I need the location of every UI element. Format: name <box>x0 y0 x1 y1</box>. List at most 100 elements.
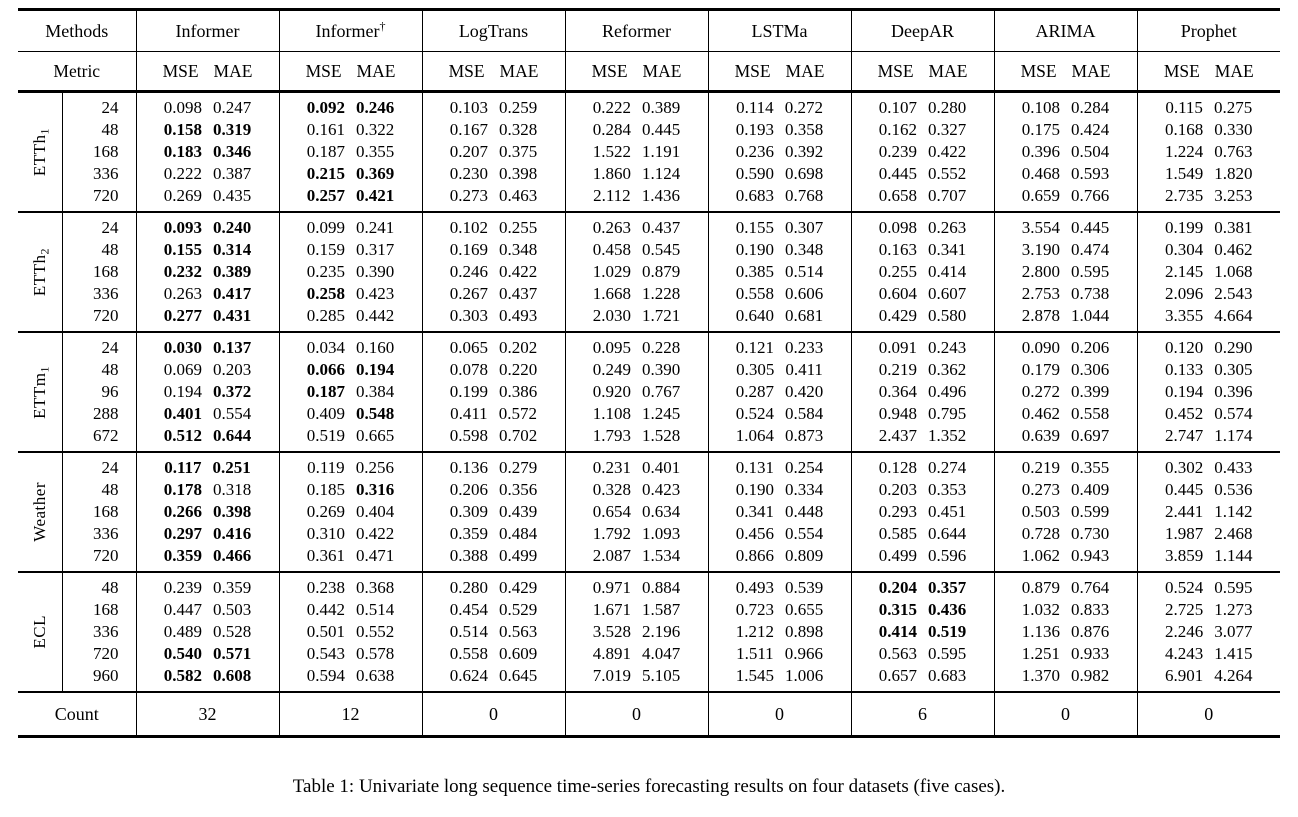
mae-value: 0.398 <box>499 164 538 184</box>
data-row: 168 0.183 0.346 0.187 0.355 0.207 0.375 1.522 1.… <box>18 141 1280 163</box>
result-cell: 0.414 0.519 <box>851 621 995 643</box>
mae-value: 0.375 <box>499 142 538 162</box>
result-cell: 0.114 0.272 <box>708 91 852 119</box>
mse-value: 0.238 <box>306 578 345 598</box>
mse-value: 0.159 <box>306 240 345 260</box>
result-cell: 0.128 0.274 <box>851 452 995 479</box>
result-cell: 0.238 0.368 <box>279 572 423 599</box>
data-row: 960 0.582 0.608 0.594 0.638 0.624 0.645 7.019 5.… <box>18 665 1280 693</box>
mae-value: 0.247 <box>213 98 252 118</box>
mae-value: 0.554 <box>785 524 824 544</box>
result-cell: 0.524 0.584 <box>708 403 852 425</box>
mae-value: 0.536 <box>1214 480 1253 500</box>
mae-value: 0.346 <box>213 142 252 162</box>
result-cell: 2.030 1.721 <box>565 305 709 333</box>
result-cell: 0.287 0.420 <box>708 381 852 403</box>
mse-value: 0.442 <box>306 600 345 620</box>
metric-subheader: MSE MAE <box>136 51 280 93</box>
mse-value: 0.258 <box>306 284 345 304</box>
result-cell: 0.159 0.317 <box>279 239 423 261</box>
result-cell: 0.098 0.263 <box>851 212 995 239</box>
mse-value: 0.524 <box>735 404 774 424</box>
mae-value: 1.044 <box>1071 306 1110 326</box>
mse-value: 0.683 <box>735 186 774 206</box>
mae-value: 0.228 <box>642 338 681 358</box>
result-cell: 0.558 0.609 <box>422 643 566 665</box>
mse-value: 0.098 <box>163 98 202 118</box>
mse-value: 2.145 <box>1165 262 1204 282</box>
mae-value: 0.933 <box>1071 644 1110 664</box>
mse-value: 0.207 <box>449 142 488 162</box>
mse-value: 0.293 <box>878 502 917 522</box>
mse-value: 0.558 <box>449 644 488 664</box>
mae-value: 0.314 <box>213 240 252 260</box>
mse-value: 0.328 <box>592 480 631 500</box>
mse-value: 3.190 <box>1021 240 1060 260</box>
result-cell: 0.163 0.341 <box>851 239 995 261</box>
mae-value: 1.174 <box>1214 426 1253 446</box>
mae-value: 0.421 <box>356 186 395 206</box>
mae-value: 0.317 <box>356 240 395 260</box>
result-cell: 0.263 0.417 <box>136 283 280 305</box>
mse-value: 0.269 <box>163 186 202 206</box>
result-cell: 0.121 0.233 <box>708 332 852 359</box>
mae-value: 0.873 <box>785 426 824 446</box>
mae-value: 0.833 <box>1071 600 1110 620</box>
mae-value: 2.543 <box>1214 284 1253 304</box>
mae-value: 0.879 <box>642 262 681 282</box>
mae-value: 0.401 <box>642 458 681 478</box>
mse-value: 0.310 <box>306 524 345 544</box>
mse-value: 0.411 <box>450 404 488 424</box>
mse-value: 0.361 <box>306 546 345 566</box>
result-cell: 0.215 0.369 <box>279 163 423 185</box>
result-cell: 0.409 0.548 <box>279 403 423 425</box>
result-cell: 0.514 0.563 <box>422 621 566 643</box>
result-cell: 0.304 0.462 <box>1137 239 1280 261</box>
result-cell: 0.187 0.384 <box>279 381 423 403</box>
method-header-lstma: LSTMa <box>708 9 852 52</box>
mae-value: 0.280 <box>928 98 967 118</box>
mae-value: 0.417 <box>213 284 252 304</box>
mae-value: 0.390 <box>356 262 395 282</box>
mse-value: 0.190 <box>735 480 774 500</box>
result-cell: 1.224 0.763 <box>1137 141 1280 163</box>
mse-value: 0.222 <box>163 164 202 184</box>
mae-value: 0.372 <box>213 382 252 402</box>
mae-value: 1.820 <box>1214 164 1253 184</box>
result-cell: 0.093 0.240 <box>136 212 280 239</box>
mae-value: 0.284 <box>1071 98 1110 118</box>
horizon-cell: 168 <box>62 501 137 523</box>
result-cell: 0.190 0.334 <box>708 479 852 501</box>
result-cell: 0.388 0.499 <box>422 545 566 573</box>
methods-header-row: Methods Informer Informer† LogTrans Reformer… <box>18 9 1280 52</box>
result-cell: 0.468 0.593 <box>994 163 1138 185</box>
horizon-cell: 48 <box>62 572 137 599</box>
result-cell: 0.590 0.698 <box>708 163 852 185</box>
mae-value: 0.274 <box>928 458 967 478</box>
data-row: 336 0.222 0.387 0.215 0.369 0.230 0.398 1.860 1.… <box>18 163 1280 185</box>
mse-value: 0.267 <box>449 284 488 304</box>
mse-value: 0.468 <box>1021 164 1060 184</box>
mse-value: 0.099 <box>306 218 345 238</box>
data-row: 168 0.447 0.503 0.442 0.514 0.454 0.529 1.671 1.… <box>18 599 1280 621</box>
method-header-reformer: Reformer <box>565 9 709 52</box>
mae-value: 0.595 <box>928 644 967 664</box>
mse-value: 0.169 <box>449 240 488 260</box>
mae-value: 0.766 <box>1071 186 1110 206</box>
mae-value: 0.358 <box>785 120 824 140</box>
data-row: ETTh2 24 0.093 0.240 0.099 0.241 0.102 0.255 0.2… <box>18 212 1280 333</box>
result-cell: 0.879 0.764 <box>994 572 1138 599</box>
mae-label: MAE <box>213 60 253 81</box>
count-label: Count <box>18 692 137 737</box>
mse-value: 0.249 <box>592 360 631 380</box>
horizon-cell: 960 <box>62 665 137 693</box>
mae-value: 0.471 <box>356 546 395 566</box>
mse-value: 0.231 <box>592 458 631 478</box>
mse-value: 0.136 <box>449 458 488 478</box>
mae-value: 4.047 <box>642 644 681 664</box>
result-cell: 0.284 0.445 <box>565 119 709 141</box>
data-row: ETTm1 24 0.030 0.137 0.034 0.160 0.065 0.202 0.0… <box>18 332 1280 453</box>
mae-value: 1.436 <box>641 186 680 206</box>
mae-value: 0.392 <box>785 142 824 162</box>
mae-value: 0.519 <box>928 622 967 642</box>
